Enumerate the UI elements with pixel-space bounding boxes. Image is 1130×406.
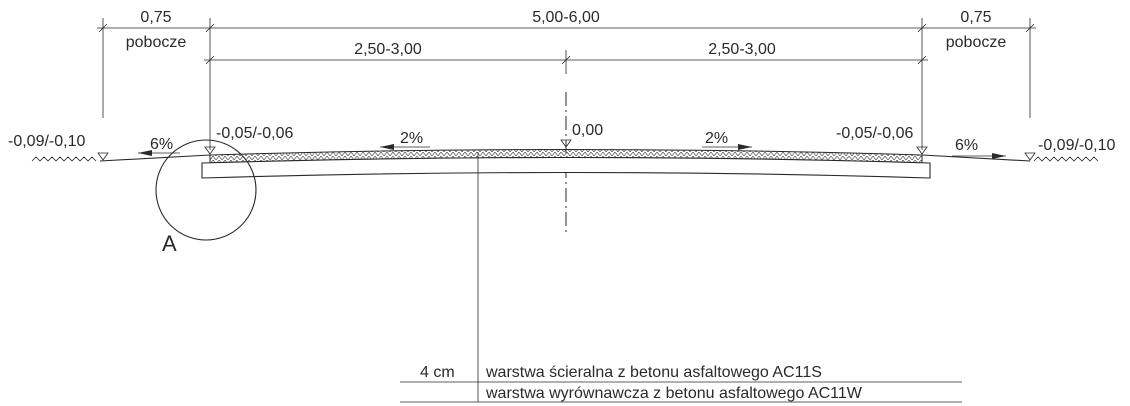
pavement-section bbox=[201, 149, 931, 179]
elevation-edge-left: -0,05/-0,06 bbox=[216, 125, 293, 142]
elevation-marker-axis bbox=[560, 139, 572, 148]
dim-shoulder-left-label: pobocze bbox=[126, 34, 187, 51]
layer-1-description: warstwa ścieralna z betonu asfaltowego A… bbox=[485, 364, 822, 381]
dim-total-width: 5,00-6,00 bbox=[532, 9, 600, 26]
layer-2-description: warstwa wyrównawcza z betonu asfaltowego… bbox=[485, 385, 863, 402]
elevation-axis: 0,00 bbox=[572, 122, 603, 139]
slope-arrow-lane-right bbox=[702, 144, 752, 150]
shoulder-right-line bbox=[921, 154, 1031, 162]
dim-half-right: 2,50-3,00 bbox=[708, 41, 776, 58]
detail-circle-a bbox=[155, 139, 257, 241]
elevation-marker-edge-right bbox=[916, 146, 928, 155]
ground-zigzag-left bbox=[31, 156, 97, 162]
elevation-marker-outer-left bbox=[97, 152, 109, 161]
ground-zigzag-right bbox=[1033, 156, 1099, 162]
detail-label-a: A bbox=[162, 231, 177, 256]
slope-arrow-shoulder-right bbox=[952, 153, 1006, 159]
slope-arrow-lane-left bbox=[380, 144, 430, 150]
slope-shoulder-left: 6% bbox=[150, 136, 173, 153]
elevation-marker-outer-right bbox=[1024, 152, 1036, 161]
slope-shoulder-right: 6% bbox=[955, 137, 978, 154]
elevation-outer-right: -0,09/-0,10 bbox=[1038, 137, 1115, 154]
dim-shoulder-right-label: pobocze bbox=[946, 34, 1007, 51]
slope-lane-right: 2% bbox=[705, 130, 728, 147]
dim-half-left: 2,50-3,00 bbox=[354, 41, 422, 58]
slope-lane-left: 2% bbox=[400, 130, 423, 147]
layer-1-thickness: 4 cm bbox=[420, 364, 455, 381]
shoulder-left-line bbox=[99, 154, 211, 162]
elevation-marker-edge-left bbox=[204, 146, 216, 155]
dim-shoulder-left-width: 0,75 bbox=[140, 9, 171, 26]
elevation-edge-right: -0,05/-0,06 bbox=[836, 125, 913, 142]
dimension-lines bbox=[97, 18, 1036, 150]
dim-shoulder-right-width: 0,75 bbox=[960, 9, 991, 26]
elevation-outer-left: -0,09/-0,10 bbox=[8, 133, 85, 150]
